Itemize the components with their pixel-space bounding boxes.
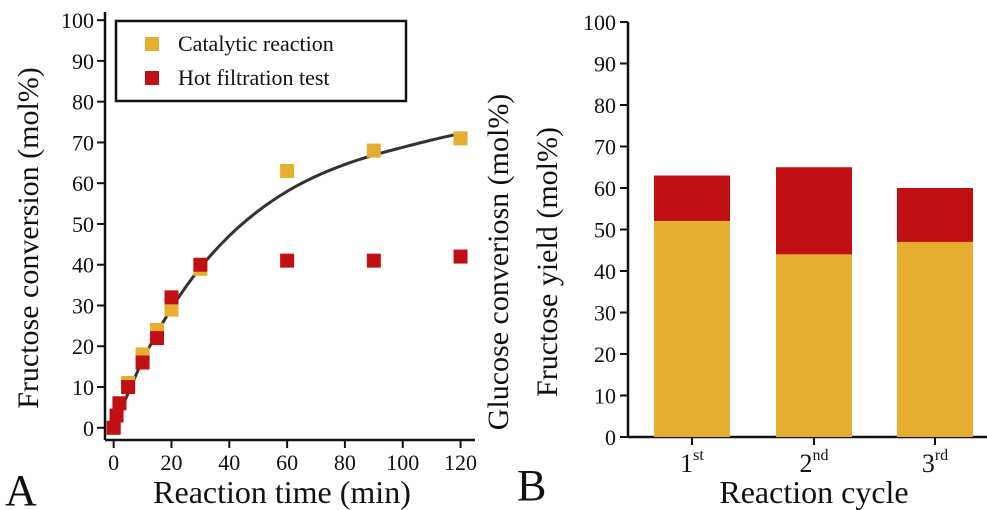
panel-b-y-tick-label: 90 <box>594 52 616 77</box>
panel-a-y-axis-label: Fructose conversion (mol%) <box>12 67 45 409</box>
panel-b-y-tick-label: 70 <box>594 135 616 160</box>
panel-a-y-tick-label: 50 <box>72 212 94 237</box>
panel-a-y-tick-label: 20 <box>72 334 94 359</box>
panel-a-x-axis-label: Reaction time (min) <box>153 474 411 510</box>
panel-a-letter: A <box>5 466 37 510</box>
panel-a-y-tick-label: 80 <box>72 90 94 115</box>
point-hot-filtration <box>150 331 165 346</box>
panel-a-tick-labels: 0 10 20 30 40 50 60 70 80 90 100 0 20 40 60 80 100 120 <box>61 8 477 475</box>
panel-a-y-tick-label: 70 <box>72 130 94 155</box>
panel-a-x-tick-label: 80 <box>334 450 356 475</box>
panel-a-y-tick-label: 0 <box>83 416 94 441</box>
bar-fructose-yield <box>776 254 852 437</box>
panel-b-letter: B <box>517 461 546 510</box>
panel-b-y-tick-label: 20 <box>594 342 616 367</box>
panel-b-x-axis-label: Reaction cycle <box>719 474 908 510</box>
panel-a-y-tick-label: 90 <box>72 49 94 74</box>
panel-a-legend: Catalytic reaction Hot filtration test <box>114 19 408 103</box>
panel-a-y-tick-label: 30 <box>72 293 94 318</box>
panel-a-axes <box>97 12 475 448</box>
panel-a-x-tick-label: 120 <box>444 450 477 475</box>
point-hot-filtration <box>121 380 136 395</box>
panel-a-y-tick-label: 10 <box>72 375 94 400</box>
point-hot-filtration <box>280 253 295 268</box>
cycle-label: 2nd <box>800 447 829 478</box>
panel-a-y-tick-label: 100 <box>61 8 94 33</box>
panel-b-y-tick-label: 80 <box>594 93 616 118</box>
panel-b-category-labels: 1st 2nd 3rd <box>680 447 948 478</box>
panel-a-y-tick-label: 40 <box>72 253 94 278</box>
point-catalytic <box>164 302 179 317</box>
point-hot-filtration <box>109 408 124 423</box>
point-catalytic <box>453 131 468 146</box>
bar-glucose-conversion <box>776 167 852 255</box>
panel-b-y-tick-label: 60 <box>594 176 616 201</box>
bar-glucose-conversion <box>654 175 730 222</box>
point-hot-filtration <box>366 253 381 268</box>
cycle-label: 1st <box>680 447 704 478</box>
panel-a-x-tick-label: 40 <box>218 450 240 475</box>
point-hot-filtration <box>112 396 127 411</box>
legend-label-catalytic: Catalytic reaction <box>178 31 334 56</box>
point-hot-filtration <box>164 290 179 305</box>
panel-b-y-axis-label-glucose: Glucose converiosn (mol%) <box>482 94 515 431</box>
point-catalytic <box>280 163 295 178</box>
point-hot-filtration <box>453 249 468 264</box>
panel-a-x-tick-label: 20 <box>160 450 182 475</box>
panel-a-x-tick-label: 100 <box>386 450 419 475</box>
bar-fructose-yield <box>654 221 730 437</box>
panel-b-y-tick-label: 40 <box>594 259 616 284</box>
point-hot-filtration <box>106 420 121 435</box>
panel-b-y-tick-label: 100 <box>583 10 616 35</box>
point-hot-filtration <box>135 355 150 370</box>
legend-box <box>114 19 408 103</box>
panel-a-data-points <box>106 131 468 435</box>
panel-a-x-tick-label: 0 <box>108 450 119 475</box>
point-catalytic <box>366 143 381 158</box>
point-hot-filtration <box>193 257 208 272</box>
cycle-label: 3rd <box>922 447 948 478</box>
panel-b-chart: 0 10 20 30 40 50 60 70 80 90 100 1st 2nd 3rd Glucose… <box>482 10 987 510</box>
bar-glucose-conversion <box>897 188 973 242</box>
legend-swatch-catalytic <box>145 37 159 51</box>
panel-b-bars <box>654 167 973 437</box>
panel-b-y-tick-label: 50 <box>594 218 616 243</box>
panel-b-y-tick-label: 0 <box>605 425 616 450</box>
legend-swatch-hot-filtration <box>145 71 159 85</box>
panel-b-y-tick-label: 10 <box>594 384 616 409</box>
bar-fructose-yield <box>897 241 973 437</box>
panel-b-y-tick-label: 30 <box>594 301 616 326</box>
legend-label-hot-filtration: Hot filtration test <box>178 65 330 90</box>
panel-a-y-tick-label: 60 <box>72 171 94 196</box>
panel-a-chart: 0 10 20 30 40 50 60 70 80 90 100 0 20 40 60 80 100 120 Ca… <box>5 8 477 510</box>
panel-b-y-axis-label-fructose: Fructose yield (mol%) <box>531 127 564 397</box>
panel-a-x-tick-label: 60 <box>276 450 298 475</box>
panel-b-tick-labels: 0 10 20 30 40 50 60 70 80 90 100 <box>583 10 616 450</box>
